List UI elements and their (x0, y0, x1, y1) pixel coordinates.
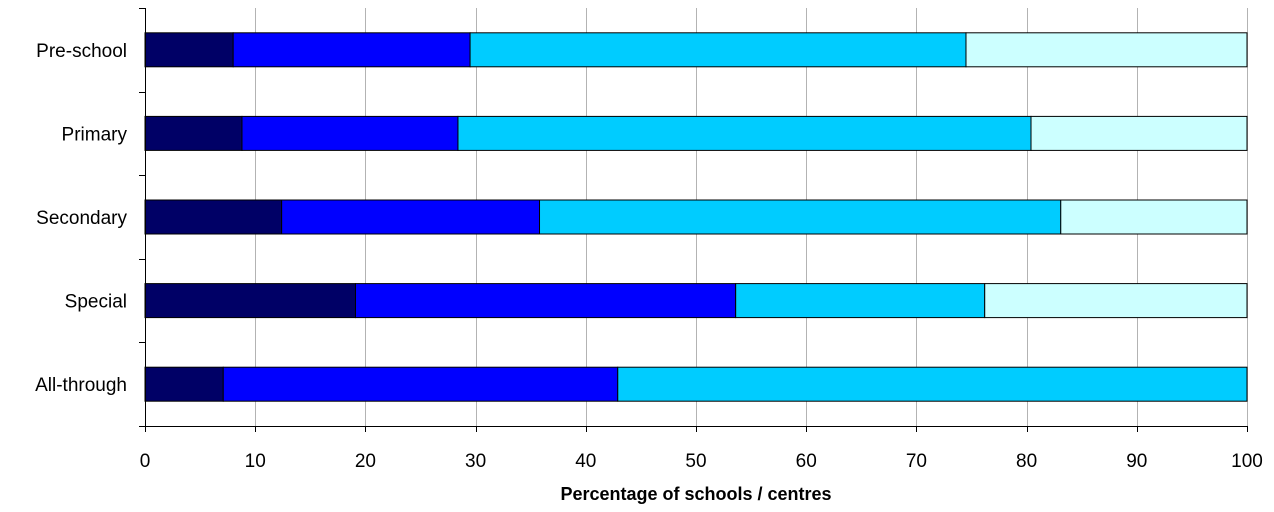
bar-segment (354, 283, 737, 319)
x-tick-label: 60 (796, 451, 817, 472)
category-label: Primary (62, 124, 128, 145)
bars (144, 32, 1248, 402)
x-tick-label: 0 (140, 451, 151, 472)
x-tick-label: 70 (906, 451, 927, 472)
x-tick-labels: 0 10 20 30 40 50 60 70 80 90 100 (140, 451, 1263, 472)
x-tick-label: 10 (245, 451, 266, 472)
category-label: Special (65, 292, 127, 313)
bar-segment (144, 283, 356, 319)
x-tick-label: 30 (465, 451, 486, 472)
x-tick-label: 20 (355, 451, 376, 472)
x-tick-label: 90 (1126, 451, 1147, 472)
bar-segment (241, 115, 459, 151)
bar-segment (965, 32, 1248, 68)
bar-segment (144, 32, 234, 68)
bar-segment (1060, 199, 1248, 235)
bar-segment (984, 283, 1248, 319)
category-label: All-through (35, 375, 127, 396)
bar-segment (735, 283, 986, 319)
bar-segment (457, 115, 1032, 151)
category-label: Pre-school (36, 41, 127, 62)
bar-segment (617, 366, 1248, 402)
x-tick-label: 40 (575, 451, 596, 472)
bar-segment (232, 32, 471, 68)
x-tick-label: 100 (1231, 451, 1263, 472)
axes (139, 8, 1248, 432)
bar-segment (1030, 115, 1248, 151)
category-label: Secondary (36, 208, 127, 229)
bar-segment (222, 366, 619, 402)
category-labels: Pre-school Primary Secondary Special All-thr… (35, 41, 127, 396)
bar-segment (144, 115, 243, 151)
x-tick-label: 80 (1016, 451, 1037, 472)
bar-segment (144, 366, 224, 402)
x-tick-label: 50 (685, 451, 706, 472)
bar-segment (281, 199, 541, 235)
bar-segment (144, 199, 283, 235)
bar-segment (469, 32, 967, 68)
bar-segment (539, 199, 1062, 235)
x-axis-title: Percentage of schools / centres (560, 484, 831, 504)
